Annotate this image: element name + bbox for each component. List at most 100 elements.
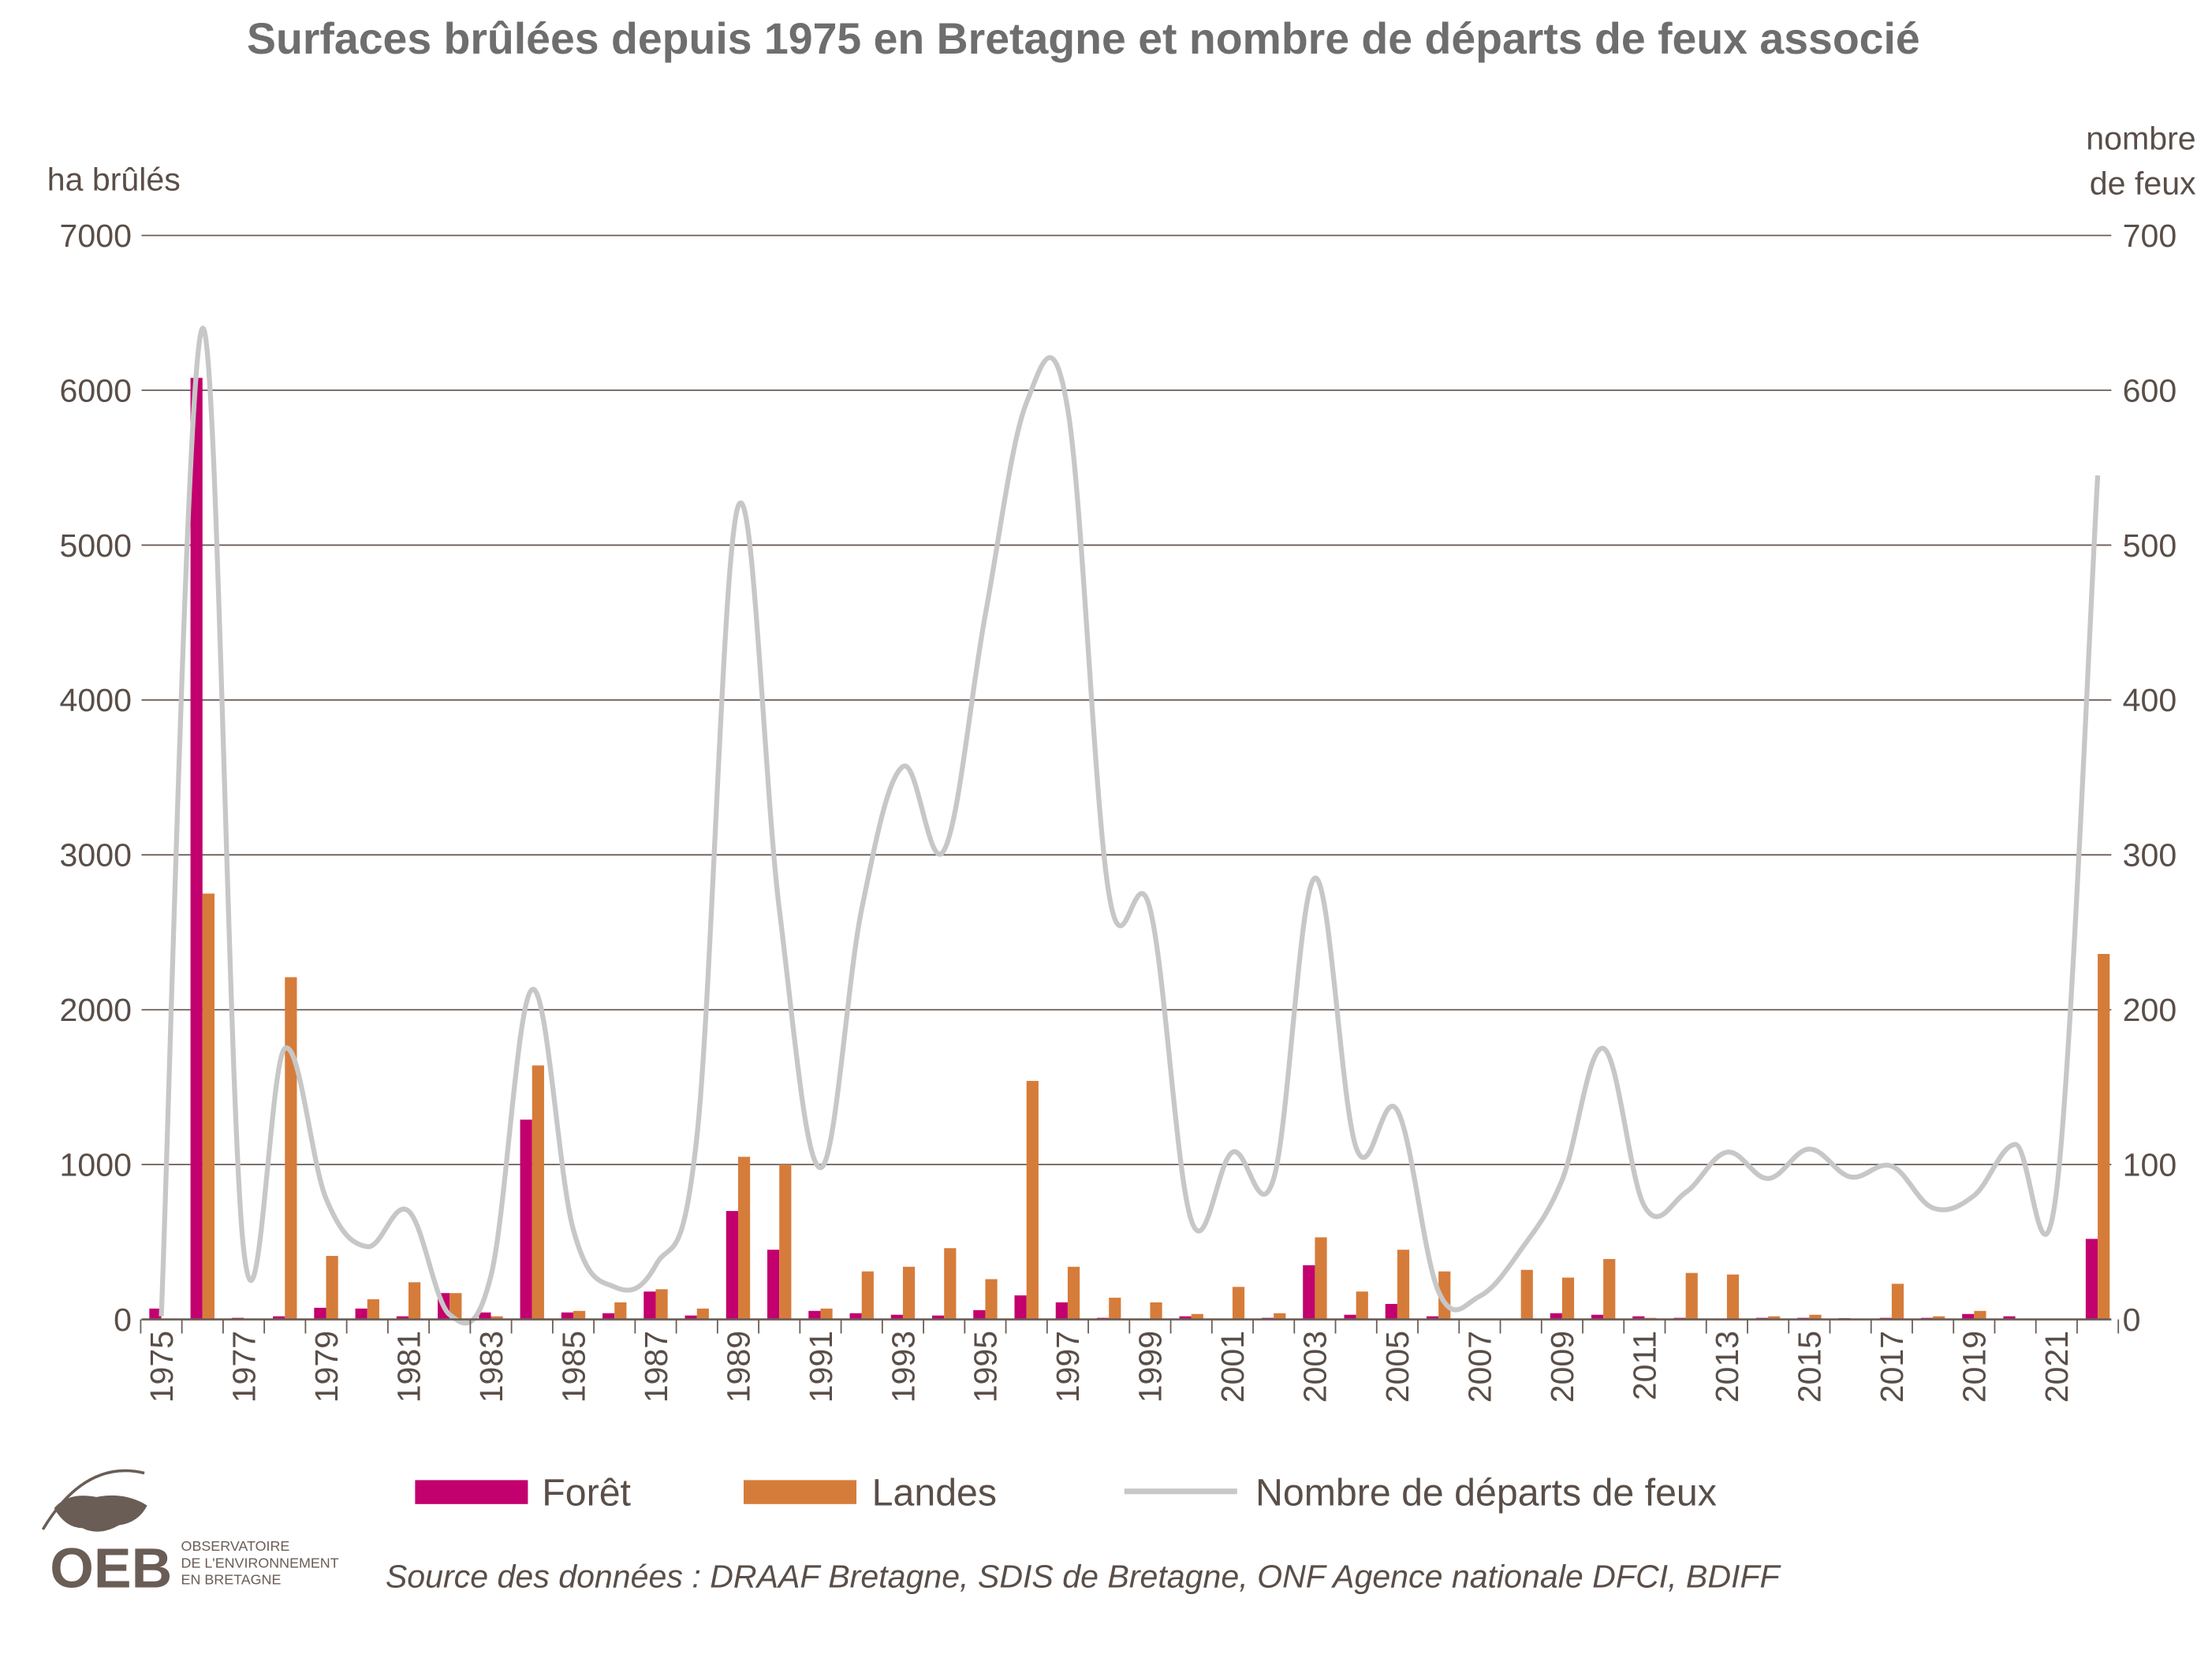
y-axis-ticks: 0 1000 2000 3000 4000 5000 6000 7000 xyxy=(60,218,132,1338)
bar-landes xyxy=(1026,1081,1039,1320)
bar-landes xyxy=(655,1289,668,1320)
bar-landes xyxy=(1520,1269,1533,1320)
x-tick-label: 2001 xyxy=(1214,1331,1251,1403)
bar-foret xyxy=(1426,1316,1439,1320)
bar-landes xyxy=(1150,1302,1162,1320)
bar-landes xyxy=(1356,1291,1368,1320)
bar-landes xyxy=(1109,1298,1121,1320)
y2-tick-label: 500 xyxy=(2123,527,2177,564)
bar-landes xyxy=(1232,1287,1245,1320)
x-tick-label: 2011 xyxy=(1627,1331,1663,1400)
y-tick-label: 6000 xyxy=(60,372,132,408)
bar-landes xyxy=(1397,1250,1410,1320)
x-axis: 1975 1977 1979 1981 1983 1985 1987 1989 1991 1993… xyxy=(140,1318,2120,1403)
bar-landes xyxy=(737,1157,751,1320)
bar-landes xyxy=(1809,1314,1822,1320)
bar-landes xyxy=(532,1065,544,1320)
brittany-map-icon xyxy=(54,1495,147,1532)
y2-tick-label: 600 xyxy=(2123,372,2177,408)
bar-foret xyxy=(767,1250,780,1320)
bar-foret xyxy=(684,1315,697,1320)
bar-foret xyxy=(1303,1265,1315,1320)
bar-foret xyxy=(849,1313,862,1320)
bars xyxy=(149,378,2110,1320)
y2-tick-label: 300 xyxy=(2123,837,2177,874)
legend-label-landes: Landes xyxy=(872,1472,997,1514)
legend-swatch-landes xyxy=(743,1480,857,1504)
bar-foret xyxy=(273,1316,285,1320)
bar-landes xyxy=(696,1308,709,1320)
bar-landes xyxy=(779,1164,792,1320)
legend: Forêt Landes Nombre de départs de feux xyxy=(415,1472,1717,1514)
bar-landes xyxy=(902,1266,916,1320)
x-tick-label: 2017 xyxy=(1874,1331,1910,1403)
bar-foret xyxy=(1591,1314,1604,1320)
y-tick-label: 3000 xyxy=(60,837,132,874)
x-tick-label: 1993 xyxy=(885,1331,921,1403)
y2-tick-label: 400 xyxy=(2123,682,2177,718)
x-tick-label: 2019 xyxy=(1956,1331,1993,1403)
bar-foret xyxy=(149,1308,162,1320)
bar-landes xyxy=(1768,1316,1781,1320)
bar-landes xyxy=(491,1316,503,1320)
bar-foret xyxy=(1014,1295,1027,1320)
legend-swatch-foret xyxy=(415,1480,528,1504)
source-note: Source des données : DRAAF Bretagne, SDI… xyxy=(386,1558,1782,1594)
chart-title: Surfaces brûlées depuis 1975 en Bretagne… xyxy=(247,14,1920,63)
bar-foret xyxy=(808,1310,821,1320)
x-tick-label: 1975 xyxy=(144,1331,180,1403)
bar-foret xyxy=(1962,1313,1975,1320)
x-tick-label: 1997 xyxy=(1050,1331,1086,1403)
x-tick-label: 2015 xyxy=(1792,1331,1828,1403)
bar-landes xyxy=(1891,1283,1904,1320)
bar-landes xyxy=(1067,1266,1080,1320)
bar-foret xyxy=(479,1312,491,1320)
bar-landes xyxy=(985,1279,998,1320)
y2-tick-label: 200 xyxy=(2123,992,2177,1028)
gridlines xyxy=(141,234,2112,1166)
y2-tick-label: 0 xyxy=(2123,1302,2141,1338)
x-tick-label: 1989 xyxy=(720,1331,756,1403)
y2-axis-label-line1: nombre xyxy=(2086,121,2195,157)
bar-landes xyxy=(1603,1258,1616,1320)
logo-subtitle-1: OBSERVATOIRE xyxy=(181,1538,290,1554)
bar-foret xyxy=(726,1211,738,1320)
bar-landes xyxy=(449,1293,462,1320)
bar-foret xyxy=(561,1312,573,1320)
x-tick-label: 1987 xyxy=(638,1331,674,1403)
bar-foret xyxy=(1055,1302,1068,1320)
bar-landes xyxy=(1315,1237,1327,1320)
bar-foret xyxy=(643,1291,656,1320)
fires-line-path xyxy=(159,326,2101,1326)
oeb-logo: OEB OBSERVATOIRE DE L'ENVIRONNEMENT EN B… xyxy=(41,1469,339,1600)
bar-landes xyxy=(1274,1313,1286,1320)
fires-line xyxy=(159,326,2101,1326)
x-tick-label: 1977 xyxy=(226,1331,262,1403)
bar-foret xyxy=(602,1313,615,1320)
x-tick-label: 1991 xyxy=(803,1331,839,1403)
bar-landes xyxy=(1726,1274,1740,1320)
legend-label-fires: Nombre de départs de feux xyxy=(1255,1472,1717,1514)
bar-foret xyxy=(932,1315,945,1320)
y-tick-label: 5000 xyxy=(60,527,132,564)
bar-landes xyxy=(944,1248,957,1320)
bar-foret xyxy=(314,1307,326,1320)
bar-foret xyxy=(1344,1314,1356,1320)
logo-subtitle-3: EN BRETAGNE xyxy=(181,1572,282,1588)
x-tick-label: 2009 xyxy=(1544,1331,1580,1403)
bar-landes xyxy=(1685,1272,1698,1320)
bar-landes xyxy=(820,1308,833,1320)
bar-foret xyxy=(1179,1316,1192,1320)
bar-foret xyxy=(190,378,203,1320)
bar-foret xyxy=(2003,1316,2016,1320)
y-axis-label: ha brûlés xyxy=(47,161,181,197)
bar-landes xyxy=(1561,1277,1575,1320)
bar-foret xyxy=(890,1314,903,1320)
bar-landes xyxy=(573,1310,586,1320)
bar-landes xyxy=(614,1302,627,1320)
logo-text: OEB xyxy=(50,1537,172,1600)
bar-foret xyxy=(1632,1316,1645,1320)
y2-axis-label-line2: de feux xyxy=(2090,166,2196,202)
y-tick-label: 0 xyxy=(114,1302,132,1338)
